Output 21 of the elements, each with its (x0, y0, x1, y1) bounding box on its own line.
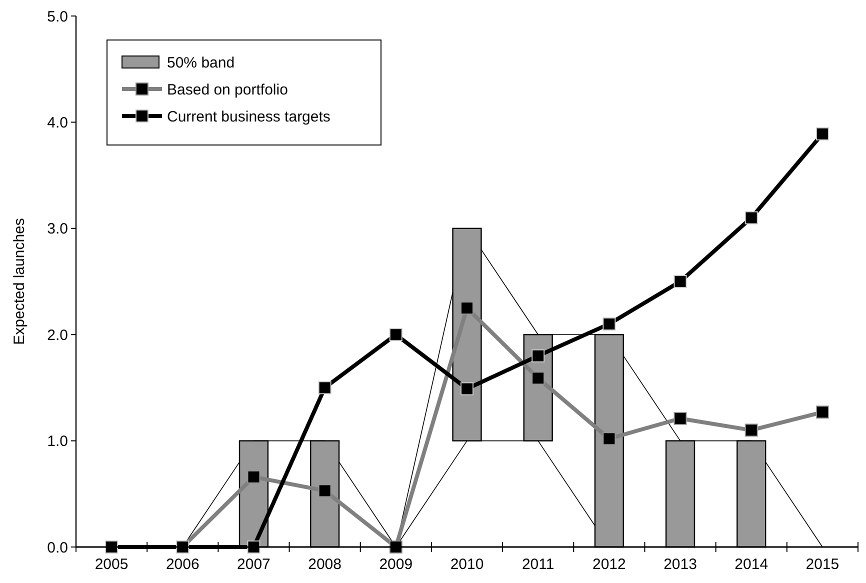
x-tick-label: 2007 (237, 556, 270, 573)
x-tick-label: 2010 (450, 556, 484, 573)
x-tick-label: 2015 (806, 556, 840, 573)
x-tick-label: 2008 (308, 556, 342, 573)
x-tick-label: 2011 (522, 556, 554, 573)
x-tick-label: 2012 (592, 556, 626, 573)
legend-label: 50% band (167, 54, 235, 72)
y-tick-label: 2.0 (47, 326, 68, 344)
y-tick-label: 1.0 (47, 433, 68, 450)
y-tick-label: 0.0 (47, 539, 68, 556)
x-tick-label: 2014 (734, 556, 768, 573)
x-tick-label: 2006 (166, 556, 200, 573)
legend-label: Based on portfolio (167, 81, 288, 98)
legend-label: Current business targets (167, 108, 330, 126)
y-tick-label: 4.0 (47, 114, 68, 132)
x-tick-label: 2013 (664, 556, 697, 573)
y-tick-label: 3.0 (47, 220, 68, 238)
x-tick-label: 2005 (94, 556, 128, 573)
y-tick-label: 5.0 (47, 8, 68, 26)
x-tick-label: 2009 (379, 556, 413, 573)
y-axis-title: Expected launches (11, 218, 28, 345)
